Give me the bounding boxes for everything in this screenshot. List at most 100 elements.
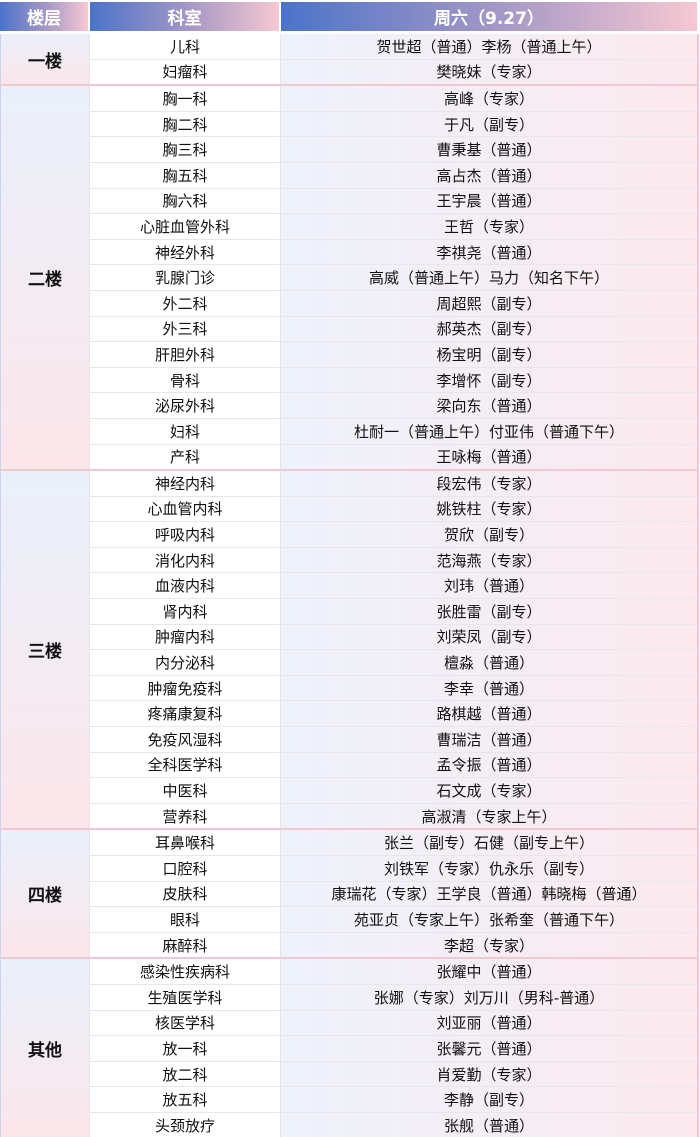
table-row: 妇科 杜耐一（普通上午）付亚伟（普通下午）	[0, 418, 699, 445]
floor-cell: 三楼	[0, 471, 90, 831]
table-row: 呼吸内科 贺欣（副专）	[0, 522, 699, 548]
dept-cell: 妇科	[90, 418, 281, 445]
dept-cell: 产科	[90, 444, 281, 472]
dept-cell: 感染性疾病科	[90, 959, 281, 985]
doctor-cell: 刘铁军（专家）仇永乐（副专）	[281, 856, 699, 882]
doctor-cell: 梁向东（普通）	[281, 393, 699, 419]
doctor-cell: 王哲（专家）	[281, 214, 699, 240]
table-row: 妇瘤科 樊晓妹（专家）	[0, 59, 699, 87]
doctor-cell: 杨宝明（副专）	[281, 342, 699, 368]
dept-cell: 免疫风湿科	[90, 727, 281, 753]
table-row: 胸五科 高占杰（普通）	[0, 162, 699, 189]
dept-cell: 疼痛康复科	[90, 701, 281, 728]
table-row: 生殖医学科 张娜（专家）刘万川（男科-普通）	[0, 984, 699, 1011]
doctor-cell: 高威（普通上午）马力（知名下午）	[281, 265, 699, 291]
dept-cell: 胸六科	[90, 188, 281, 215]
doctor-cell: 李幸（普通）	[281, 675, 699, 702]
table-row: 二楼 胸一科 高峰（专家）	[0, 86, 699, 472]
doctor-cell: 李超（专家）	[281, 932, 699, 960]
table-row: 内分泌科 檀淼（普通）	[0, 650, 699, 676]
table-row: 头颈放疗 张舰（普通）	[0, 1112, 699, 1137]
doctor-cell: 高淑清（专家上午）	[281, 803, 699, 831]
doctor-cell: 李增怀（副专）	[281, 367, 699, 394]
doctor-cell: 孟令振（普通）	[281, 752, 699, 779]
table-row: 胸三科 曹秉基（普通）	[0, 137, 699, 163]
table-row: 中医科 石文成（专家）	[0, 778, 699, 804]
dept-cell: 营养科	[90, 803, 281, 831]
doctor-cell: 王宇晨（普通）	[281, 188, 699, 215]
doctor-cell: 曹秉基（普通）	[281, 137, 699, 163]
table-row: 外三科 郝英杰（副专）	[0, 316, 699, 343]
doctor-cell: 范海燕（专家）	[281, 547, 699, 574]
dept-cell: 肿瘤免疫科	[90, 675, 281, 702]
doctor-cell: 肖爱勤（专家）	[281, 1061, 699, 1088]
dept-cell: 核医学科	[90, 1010, 281, 1037]
table-row: 心脏血管外科 王哲（专家）	[0, 214, 699, 240]
dept-cell: 头颈放疗	[90, 1112, 281, 1137]
floor-cell: 二楼	[0, 86, 90, 472]
dept-cell: 生殖医学科	[90, 984, 281, 1011]
table-row: 外二科 周超熙（副专）	[0, 290, 699, 317]
dept-cell: 外三科	[90, 316, 281, 343]
table-row: 核医学科 刘亚丽（普通）	[0, 1010, 699, 1037]
table-row: 皮肤科 康瑞花（专家）王学良（普通）韩晓梅（普通）	[0, 881, 699, 908]
table-row: 肾内科 张胜雷（副专）	[0, 599, 699, 625]
table-row: 神经外科 李祺尧（普通）	[0, 239, 699, 266]
header-dept: 科室	[90, 2, 281, 31]
table-row: 全科医学科 孟令振（普通）	[0, 752, 699, 779]
dept-cell: 眼科	[90, 907, 281, 933]
dept-cell: 神经内科	[90, 471, 281, 497]
dept-cell: 胸五科	[90, 162, 281, 189]
table-row: 疼痛康复科 路棋越（普通）	[0, 701, 699, 728]
doctor-cell: 段宏伟（专家）	[281, 471, 699, 497]
doctor-cell: 姚铁柱（专家）	[281, 496, 699, 523]
doctor-cell: 刘玮（普通）	[281, 573, 699, 600]
doctor-cell: 刘亚丽（普通）	[281, 1010, 699, 1037]
table-row: 肿瘤内科 刘荣凤（副专）	[0, 624, 699, 651]
doctor-cell: 张胜雷（副专）	[281, 599, 699, 625]
dept-cell: 乳腺门诊	[90, 265, 281, 291]
doctor-cell: 檀淼（普通）	[281, 650, 699, 676]
doctor-cell: 张耀中（普通）	[281, 959, 699, 985]
doctor-cell: 李静（副专）	[281, 1087, 699, 1113]
header-floor: 楼层	[0, 2, 90, 31]
doctor-cell: 张舰（普通）	[281, 1112, 699, 1137]
doctor-cell: 于凡（副专）	[281, 111, 699, 138]
table-row: 肿瘤免疫科 李幸（普通）	[0, 675, 699, 702]
doctor-cell: 贺世超（普通）李杨（普通上午）	[281, 34, 699, 60]
table-row: 眼科 苑亚贞（专家上午）张希奎（普通下午）	[0, 907, 699, 933]
table-row: 骨科 李增怀（副专）	[0, 367, 699, 394]
dept-cell: 中医科	[90, 778, 281, 804]
table-row: 麻醉科 李超（专家）	[0, 932, 699, 960]
dept-cell: 心脏血管外科	[90, 214, 281, 240]
floor-cell: 四楼	[0, 830, 90, 960]
doctor-cell: 路棋越（普通）	[281, 701, 699, 728]
doctor-cell: 贺欣（副专）	[281, 522, 699, 548]
doctor-cell: 刘荣凤（副专）	[281, 624, 699, 651]
dept-cell: 骨科	[90, 367, 281, 394]
floor-cell: 其他	[0, 959, 90, 1137]
dept-cell: 口腔科	[90, 856, 281, 882]
doctor-cell: 石文成（专家）	[281, 778, 699, 804]
doctor-cell: 李祺尧（普通）	[281, 239, 699, 266]
dept-cell: 全科医学科	[90, 752, 281, 779]
table-row: 消化内科 范海燕（专家）	[0, 547, 699, 574]
dept-cell: 血液内科	[90, 573, 281, 600]
dept-cell: 放一科	[90, 1036, 281, 1062]
dept-cell: 神经外科	[90, 239, 281, 266]
dept-cell: 心血管内科	[90, 496, 281, 523]
table-row: 放五科 李静（副专）	[0, 1087, 699, 1113]
table-row: 心血管内科 姚铁柱（专家）	[0, 496, 699, 523]
dept-cell: 放二科	[90, 1061, 281, 1088]
table-row: 三楼 神经内科 段宏伟（专家）	[0, 471, 699, 831]
header-day: 周六（9.27）	[281, 2, 699, 31]
doctor-cell: 张兰（副专）石健（副专上午）	[281, 830, 699, 856]
doctor-cell: 周超熙（副专）	[281, 290, 699, 317]
doctor-cell: 高占杰（普通）	[281, 162, 699, 189]
table-row: 一楼 儿科 贺世超（普通）李杨（普通上午）	[0, 34, 699, 87]
table-row: 其他 感染性疾病科 张耀中（普通）	[0, 959, 699, 1137]
table-row: 胸六科 王宇晨（普通）	[0, 188, 699, 215]
doctor-cell: 高峰（专家）	[281, 86, 699, 112]
table-row: 四楼 耳鼻喉科 张兰（副专）石健（副专上午）	[0, 830, 699, 960]
